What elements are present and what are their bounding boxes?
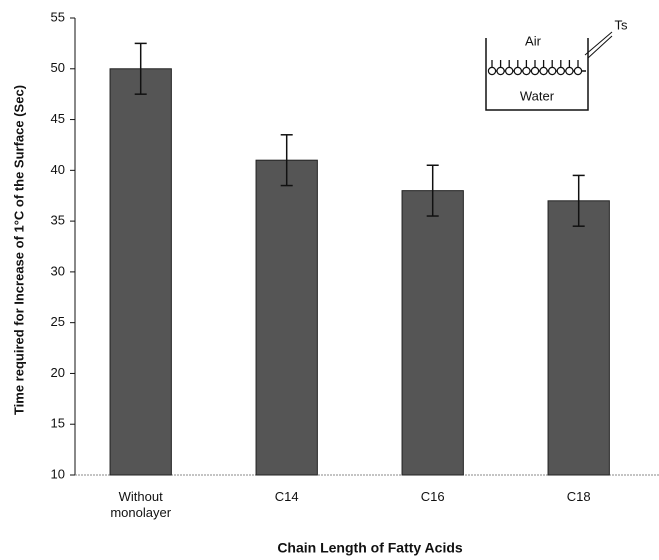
molecule-head (565, 66, 574, 76)
bar (109, 68, 172, 476)
bar (547, 200, 610, 476)
x-tick-label: C14 (274, 489, 299, 504)
molecule-head (505, 66, 514, 76)
error-bar (572, 174, 585, 227)
y-tick-label: 30 (51, 263, 65, 278)
molecule-head (556, 66, 566, 76)
error-bar (280, 134, 293, 187)
x-axis-title: Chain Length of Fatty Acids (277, 540, 463, 556)
error-bar (426, 164, 439, 217)
inset-container (485, 38, 589, 111)
inset-label: Ts (615, 17, 629, 32)
molecule-head (548, 66, 557, 76)
y-tick-label: 40 (51, 162, 65, 177)
x-tick-label: C16 (420, 489, 445, 504)
y-tick-label: 10 (51, 466, 65, 481)
inset-molecules (487, 60, 583, 76)
y-tick-label: 25 (51, 314, 65, 329)
y-tick-label: 50 (51, 60, 65, 75)
bar (401, 190, 464, 476)
molecule-head (513, 66, 523, 76)
y-tick-label: 15 (51, 416, 65, 431)
y-tick-label: 20 (51, 365, 65, 380)
x-tick-label: C18 (566, 489, 591, 504)
y-axis-title: Time required for Increase of 1°C of the… (11, 85, 26, 415)
bar (255, 159, 318, 476)
x-tick-label: Without monolayer (110, 489, 172, 520)
inset-pointer (587, 35, 613, 59)
molecule-head (496, 66, 505, 76)
molecule-head (530, 66, 540, 76)
error-bar (134, 42, 147, 95)
y-tick-label: 35 (51, 213, 65, 228)
inset-pointer (584, 31, 613, 56)
molecule-head (487, 66, 497, 76)
molecule-head (539, 66, 548, 76)
inset-label: Air (525, 33, 542, 48)
y-tick-label: 55 (51, 9, 65, 24)
inset-label: Water (520, 88, 555, 103)
molecule-head (573, 66, 583, 76)
molecule-head (522, 66, 531, 76)
y-tick-label: 45 (51, 111, 65, 126)
